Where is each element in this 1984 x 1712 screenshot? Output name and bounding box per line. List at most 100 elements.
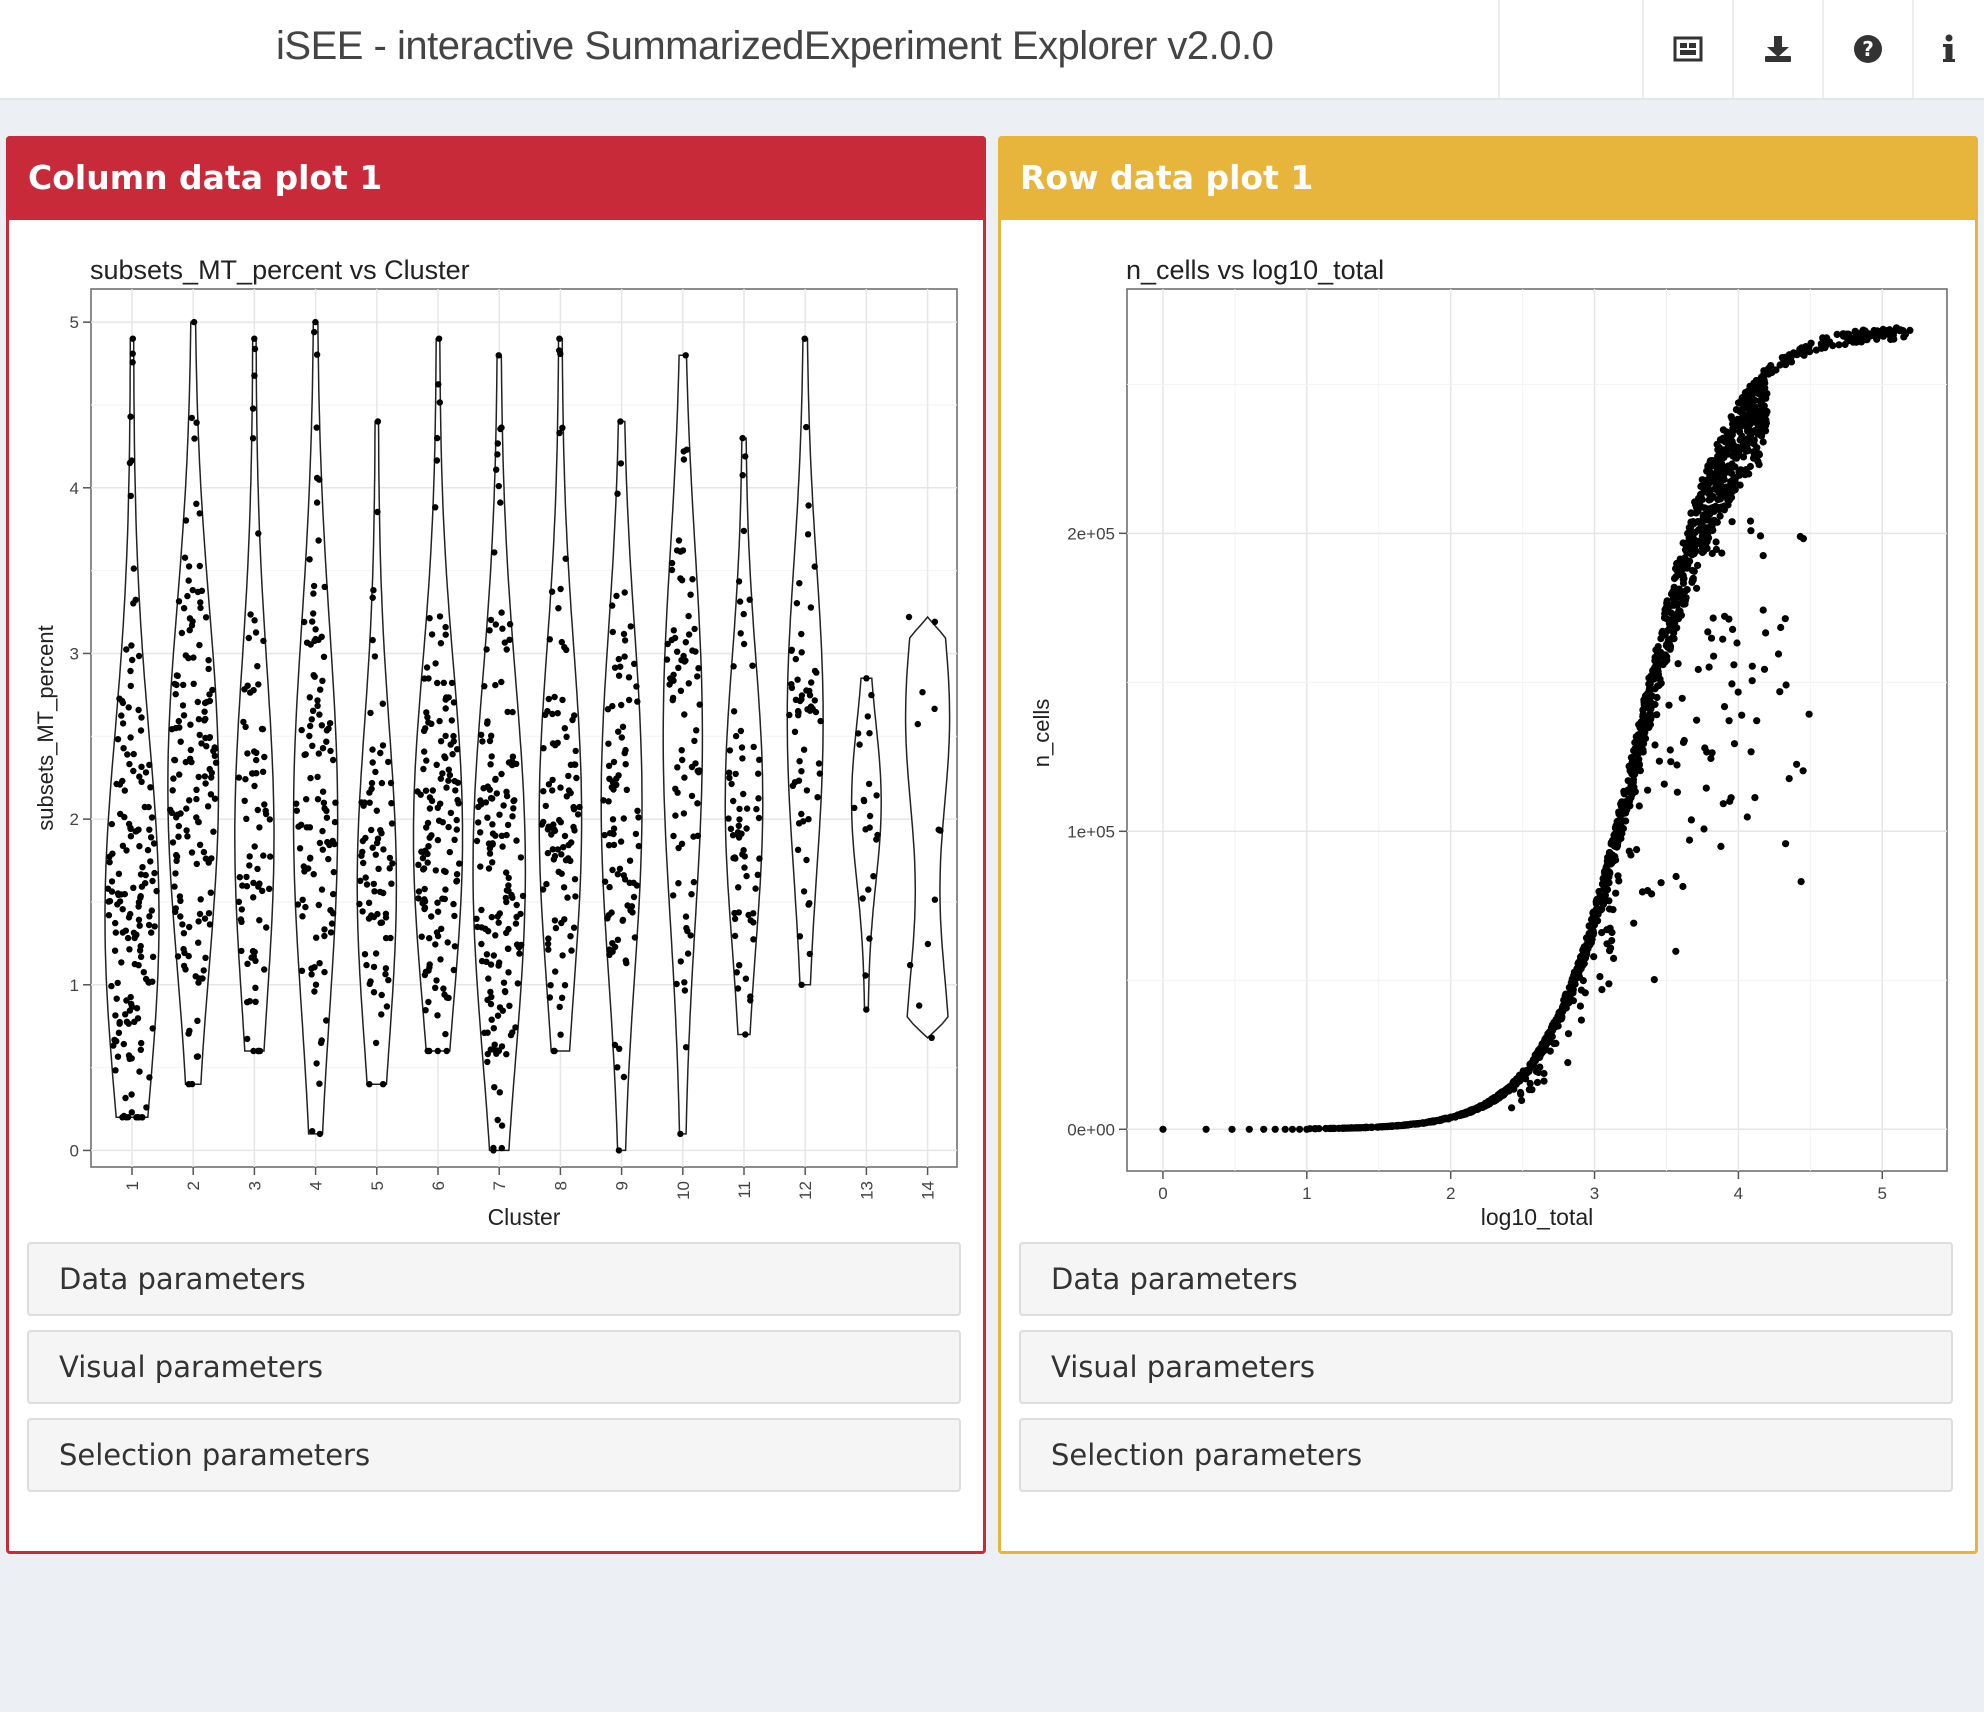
data-point [492,681,499,689]
visual-parameters-toggle[interactable]: Visual parameters [27,1330,961,1404]
data-point [135,899,143,906]
data-point [1646,701,1654,709]
y-tick-label: 4 [70,479,79,498]
data-point [1707,457,1715,465]
data-point [484,996,491,1004]
data-point [513,901,520,909]
data-point [1728,445,1737,453]
question-circle-icon: ? [1854,35,1882,63]
data-point [736,962,743,969]
data-point [601,831,608,839]
data-point [451,912,458,920]
data-point [508,891,515,899]
data-point [330,868,337,876]
data-point [445,777,452,784]
data-point [1730,474,1738,482]
data-point [519,892,527,900]
data-point [251,345,259,353]
data-point [558,870,565,877]
data-point [545,781,553,788]
visual-parameters-toggle[interactable]: Visual parameters [1019,1330,1953,1404]
data-point [675,537,683,544]
data-point [198,740,205,747]
data-point [129,350,136,357]
data-point [1717,842,1725,851]
data-point [1743,813,1751,821]
data-point [1694,665,1702,674]
download-button[interactable] [1732,0,1822,98]
data-point [1614,827,1623,836]
selection-parameters-toggle[interactable]: Selection parameters [27,1418,961,1492]
data-point [121,890,128,898]
data-point [433,761,440,768]
data-point [919,689,926,696]
data-point [572,893,579,900]
data-point [753,805,760,813]
data-parameters-toggle[interactable]: Data parameters [1019,1242,1953,1316]
data-point [362,874,369,881]
data-point [568,839,575,846]
data-point [195,918,202,925]
data-point [432,984,439,991]
data-point [453,826,460,833]
data-point [677,575,684,582]
data-point [180,962,188,970]
data-point [108,820,116,828]
data-point [306,694,313,701]
data-point [186,923,193,931]
data-point [816,770,823,777]
data-point [689,647,696,654]
data-point [421,905,428,913]
panel-header[interactable]: Row data plot 1 [998,136,1978,220]
data-point [1644,786,1652,794]
data-point [794,846,802,853]
panel-organization-button[interactable] [1642,0,1732,98]
data-point [563,733,570,740]
data-point [555,605,562,612]
data-point [1764,368,1772,376]
scatter-plot[interactable]: n_cells vs log10_total 0e+00 1e+05 2e+05 0… [1001,223,1975,1323]
data-point [1540,1077,1548,1085]
data-point [321,968,328,976]
data-point [574,811,582,818]
help-button[interactable]: ? [1822,0,1912,98]
data-point [453,871,461,878]
data-point [137,727,145,734]
data-point [293,800,300,807]
data-point [851,804,858,812]
data-point [483,646,490,653]
panel-organization-icon [1673,36,1703,62]
data-point [755,795,762,802]
data-point [731,932,739,940]
data-point [183,827,190,834]
data-point [1727,413,1735,421]
info-button[interactable] [1912,0,1984,98]
data-point [500,802,507,809]
data-point [203,698,211,706]
data-point [1710,516,1718,524]
data-point [1703,538,1711,546]
data-point [495,962,502,969]
data-point [146,913,153,920]
data-point [803,787,811,794]
selection-parameters-toggle[interactable]: Selection parameters [1019,1418,1953,1492]
data-point [1747,748,1755,756]
data-point [1719,635,1727,643]
data-point [305,865,312,872]
data-point [453,878,460,885]
data-point [542,802,549,810]
panel-header[interactable]: Column data plot 1 [6,136,986,220]
data-point [1605,868,1613,876]
data-point [149,877,156,885]
data-parameters-toggle[interactable]: Data parameters [27,1242,961,1316]
data-point [108,888,116,895]
data-point [448,717,455,724]
data-point [1726,797,1734,805]
data-point [615,672,623,679]
data-point [545,695,552,703]
data-point [1405,1121,1413,1129]
data-point [422,787,430,794]
data-point [1529,1058,1537,1066]
data-point [366,980,373,988]
